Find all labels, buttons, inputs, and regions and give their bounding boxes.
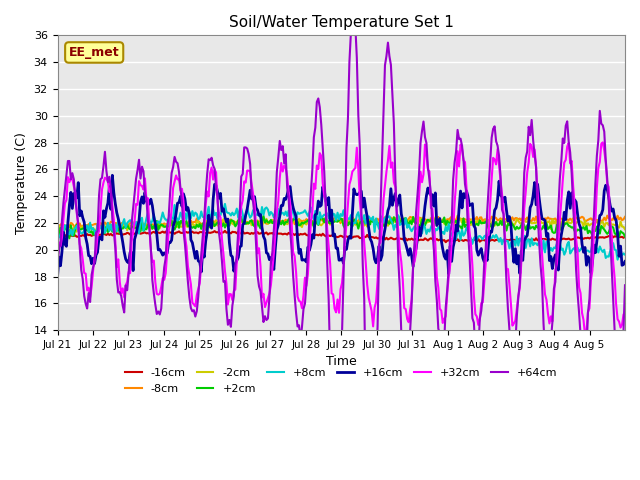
-16cm — [545, 237, 553, 242]
Text: EE_met: EE_met — [69, 46, 120, 59]
-16cm — [461, 237, 469, 243]
Line: +2cm: +2cm — [58, 216, 625, 239]
-8cm — [604, 213, 611, 218]
+8cm — [91, 228, 99, 234]
+32cm — [458, 146, 466, 152]
-2cm — [431, 215, 439, 220]
+2cm — [92, 230, 100, 236]
-16cm — [91, 232, 99, 238]
+16cm — [91, 261, 99, 266]
X-axis label: Time: Time — [326, 355, 356, 369]
+2cm — [349, 224, 356, 229]
Line: +8cm: +8cm — [58, 204, 625, 260]
-16cm — [347, 234, 355, 240]
-16cm — [221, 228, 228, 234]
Line: -2cm: -2cm — [58, 217, 625, 232]
-8cm — [544, 215, 552, 220]
+32cm — [599, 140, 607, 145]
+64cm — [368, 456, 376, 462]
+16cm — [544, 231, 552, 237]
+16cm — [618, 263, 626, 268]
-8cm — [54, 224, 61, 229]
+64cm — [346, 59, 353, 65]
-16cm — [54, 233, 61, 239]
+64cm — [461, 181, 469, 187]
+32cm — [91, 255, 99, 261]
+64cm — [54, 262, 61, 268]
Line: -8cm: -8cm — [58, 216, 625, 228]
-8cm — [347, 216, 355, 222]
-8cm — [74, 222, 82, 228]
+32cm — [620, 312, 627, 317]
+32cm — [54, 258, 61, 264]
Y-axis label: Temperature (C): Temperature (C) — [15, 132, 28, 234]
+2cm — [545, 225, 553, 230]
Line: -16cm: -16cm — [58, 231, 625, 242]
+8cm — [614, 257, 621, 263]
-8cm — [92, 221, 100, 227]
-2cm — [621, 227, 629, 232]
+8cm — [221, 201, 228, 207]
+16cm — [73, 195, 81, 201]
+64cm — [73, 209, 81, 215]
+8cm — [620, 251, 627, 256]
-16cm — [73, 234, 81, 240]
-2cm — [461, 219, 469, 225]
+2cm — [74, 225, 82, 230]
Legend: -16cm, -8cm, -2cm, +2cm, +8cm, +16cm, +32cm, +64cm: -16cm, -8cm, -2cm, +2cm, +8cm, +16cm, +3… — [121, 364, 562, 398]
+16cm — [347, 235, 355, 241]
-8cm — [621, 214, 629, 220]
-2cm — [347, 220, 355, 226]
+32cm — [581, 332, 589, 338]
+32cm — [346, 181, 353, 187]
+32cm — [621, 310, 629, 316]
+16cm — [109, 172, 116, 178]
+8cm — [73, 223, 81, 228]
-2cm — [54, 228, 61, 234]
-16cm — [442, 240, 449, 245]
+8cm — [54, 229, 61, 235]
-2cm — [620, 224, 627, 230]
+64cm — [91, 260, 99, 266]
+2cm — [260, 213, 268, 219]
-8cm — [620, 216, 627, 222]
Line: +32cm: +32cm — [58, 143, 625, 335]
+8cm — [347, 212, 355, 218]
+16cm — [460, 191, 467, 196]
+2cm — [65, 236, 73, 241]
-2cm — [545, 218, 553, 224]
+32cm — [543, 297, 550, 302]
-2cm — [74, 225, 82, 231]
+32cm — [73, 211, 81, 216]
+8cm — [621, 252, 629, 258]
-2cm — [64, 229, 72, 235]
+64cm — [545, 336, 553, 342]
+2cm — [620, 230, 627, 236]
+2cm — [461, 224, 469, 230]
+16cm — [54, 274, 61, 279]
Line: +16cm: +16cm — [58, 175, 625, 276]
+16cm — [621, 259, 629, 264]
+2cm — [54, 231, 61, 237]
+8cm — [460, 233, 467, 239]
Line: +64cm: +64cm — [58, 4, 625, 459]
+64cm — [349, 1, 356, 7]
-16cm — [620, 235, 627, 240]
-8cm — [72, 225, 79, 230]
-8cm — [460, 216, 467, 222]
+8cm — [544, 239, 552, 244]
+64cm — [621, 282, 629, 288]
+2cm — [621, 234, 629, 240]
Title: Soil/Water Temperature Set 1: Soil/Water Temperature Set 1 — [229, 15, 454, 30]
-2cm — [92, 228, 100, 233]
-16cm — [621, 234, 629, 240]
+64cm — [620, 327, 627, 333]
